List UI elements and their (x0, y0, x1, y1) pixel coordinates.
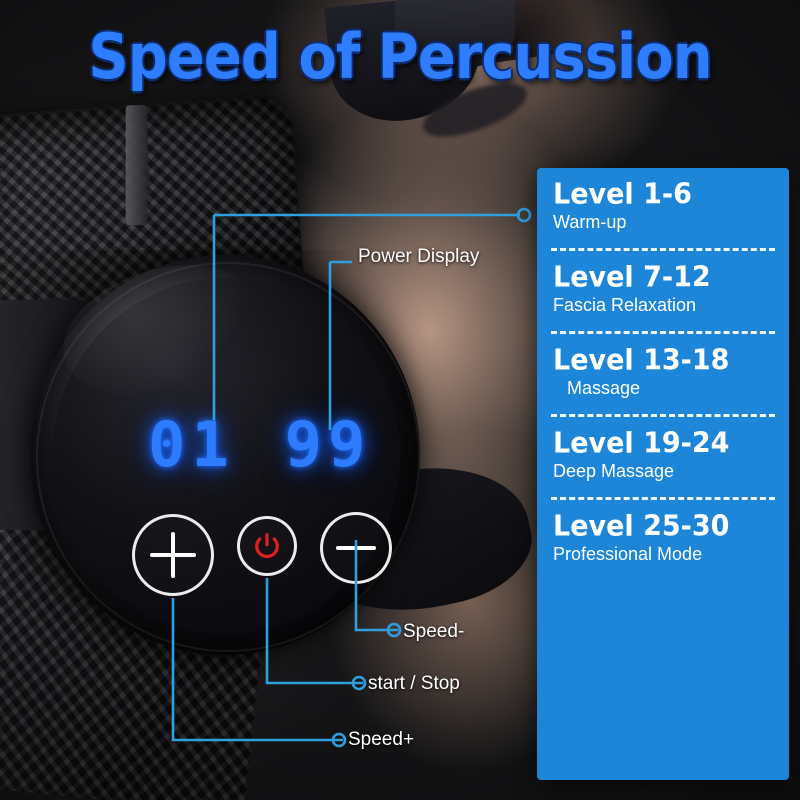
level-desc: Warm-up (553, 212, 627, 232)
level-desc: Deep Massage (553, 461, 675, 481)
level-desc: Massage (567, 378, 641, 398)
level-title: Level 1-6 (553, 178, 692, 211)
level-desc: Professional Mode (553, 544, 703, 564)
callout-speed-minus: Speed- (403, 621, 465, 642)
callout-power-display: Power Display (358, 246, 480, 267)
panel-divider (551, 497, 775, 500)
callout-start-stop: start / Stop (368, 673, 460, 694)
panel-divider (551, 248, 775, 251)
page-title: Speed of Percussion (88, 21, 712, 94)
levels-panel: Level 1-6 Warm-up Level 7-12 Fascia Rela… (537, 168, 789, 780)
panel-divider (551, 414, 775, 417)
level-item-3: Level 13-18 Massage (537, 334, 789, 405)
level-item-2: Level 7-12 Fascia Relaxation (537, 251, 789, 322)
level-item-4: Level 19-24 Deep Massage (537, 417, 789, 488)
level-title: Level 13-18 (553, 344, 730, 377)
level-item-1: Level 1-6 Warm-up (537, 168, 789, 239)
level-title: Level 7-12 (553, 261, 711, 294)
level-title: Level 19-24 (553, 427, 730, 460)
level-title: Level 25-30 (553, 510, 730, 543)
level-item-5: Level 25-30 Professional Mode (537, 500, 789, 571)
panel-divider (551, 331, 775, 334)
level-desc: Fascia Relaxation (553, 295, 697, 315)
callout-speed-plus: Speed+ (348, 729, 415, 750)
